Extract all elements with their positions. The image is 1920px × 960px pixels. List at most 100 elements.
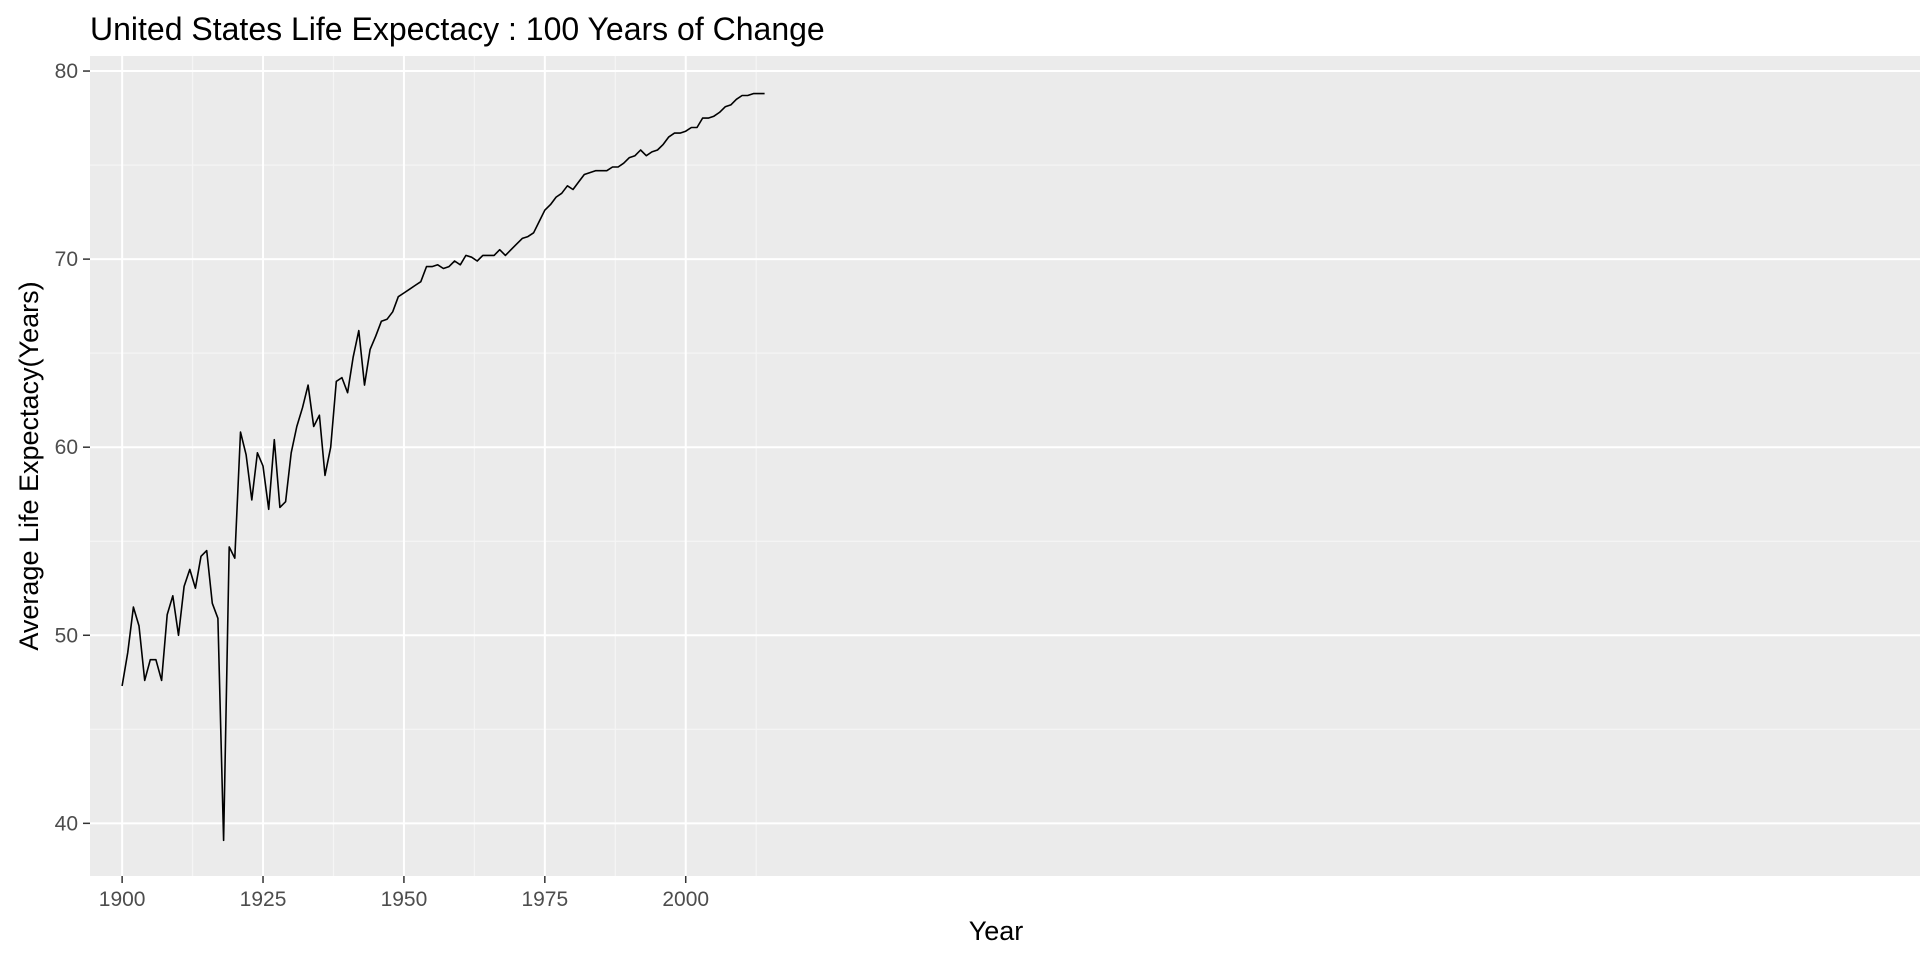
y-tick-label-70: 70 xyxy=(55,248,78,271)
x-tick-label-1900: 1900 xyxy=(99,888,146,911)
x-tick-label-1950: 1950 xyxy=(381,888,428,911)
data-point-2007 xyxy=(724,105,727,108)
data-point-1959 xyxy=(453,260,456,263)
data-point-1945 xyxy=(374,335,377,338)
data-point-1926 xyxy=(267,508,270,511)
data-point-1976 xyxy=(549,203,552,206)
data-point-1948 xyxy=(391,310,394,313)
data-point-1972 xyxy=(526,235,529,238)
data-point-2011 xyxy=(746,94,749,97)
data-point-1960 xyxy=(459,263,462,266)
data-point-1900 xyxy=(121,685,124,688)
data-point-1998 xyxy=(673,132,676,135)
data-point-2012 xyxy=(752,92,755,95)
data-point-1938 xyxy=(335,380,338,383)
data-point-1936 xyxy=(324,474,327,477)
data-point-1980 xyxy=(572,188,575,191)
data-point-1967 xyxy=(498,248,501,251)
data-point-1905 xyxy=(149,658,152,661)
y-axis-title: Average Life Expectacy(Years) xyxy=(14,281,44,650)
data-point-1954 xyxy=(425,265,428,268)
chart-title: United States Life Expectacy : 100 Years… xyxy=(90,11,825,47)
data-point-2001 xyxy=(690,126,693,129)
data-point-1921 xyxy=(239,431,242,434)
data-point-1991 xyxy=(634,154,637,157)
data-point-1911 xyxy=(183,585,186,588)
data-point-1956 xyxy=(436,263,439,266)
data-point-2008 xyxy=(729,103,732,106)
data-point-1919 xyxy=(228,545,231,548)
data-point-2002 xyxy=(696,126,699,129)
data-point-1916 xyxy=(211,602,214,605)
data-point-1933 xyxy=(307,384,310,387)
data-point-1978 xyxy=(560,192,563,195)
data-point-1947 xyxy=(386,318,389,321)
data-point-1988 xyxy=(617,166,620,169)
data-point-1939 xyxy=(340,376,343,379)
data-point-1941 xyxy=(352,355,355,358)
data-point-1949 xyxy=(397,295,400,298)
data-point-1964 xyxy=(481,254,484,257)
y-tick-label-40: 40 xyxy=(55,812,78,835)
data-point-1929 xyxy=(284,500,287,503)
minor-gridlines xyxy=(90,56,1920,876)
data-point-1994 xyxy=(650,150,653,153)
data-point-1969 xyxy=(510,248,513,251)
data-point-1931 xyxy=(295,425,298,428)
data-point-1923 xyxy=(250,498,253,501)
data-point-1913 xyxy=(194,587,197,590)
data-point-2010 xyxy=(741,94,744,97)
data-point-1987 xyxy=(611,166,614,169)
data-point-1968 xyxy=(504,254,507,257)
data-point-1963 xyxy=(476,260,479,263)
data-point-2004 xyxy=(707,117,710,120)
x-axis-ticks: 1900 1925 1950 1975 2000 xyxy=(99,876,709,911)
data-point-1953 xyxy=(419,280,422,283)
data-point-1924 xyxy=(256,451,259,454)
data-point-1940 xyxy=(346,391,349,394)
data-point-2014 xyxy=(763,92,766,95)
data-point-1962 xyxy=(470,256,473,259)
series-line-life-expectancy xyxy=(121,92,765,842)
x-tick-label-1925: 1925 xyxy=(240,888,287,911)
data-point-1902 xyxy=(132,606,135,609)
data-point-1973 xyxy=(532,231,535,234)
data-point-1983 xyxy=(588,171,591,174)
data-point-1981 xyxy=(577,181,580,184)
data-point-1906 xyxy=(154,658,157,661)
data-point-1985 xyxy=(600,169,603,172)
data-point-1915 xyxy=(205,549,208,552)
data-point-1993 xyxy=(645,154,648,157)
y-axis-ticks: 40 50 60 70 80 xyxy=(55,60,90,835)
data-point-1950 xyxy=(402,292,405,295)
data-point-1901 xyxy=(126,651,129,654)
data-point-1955 xyxy=(431,265,434,268)
data-point-1932 xyxy=(301,406,304,409)
data-point-1957 xyxy=(442,267,445,270)
data-point-1909 xyxy=(171,594,174,597)
data-point-1930 xyxy=(290,451,293,454)
data-point-1922 xyxy=(245,453,248,456)
data-point-1970 xyxy=(515,243,518,246)
data-point-1958 xyxy=(448,265,451,268)
data-point-1975 xyxy=(543,209,546,212)
data-point-1986 xyxy=(605,169,608,172)
data-point-1935 xyxy=(318,414,321,417)
data-point-1971 xyxy=(521,237,524,240)
data-point-1944 xyxy=(369,348,372,351)
data-point-1952 xyxy=(414,284,417,287)
data-point-1996 xyxy=(662,143,665,146)
data-point-1943 xyxy=(363,384,366,387)
data-point-2005 xyxy=(712,115,715,118)
x-tick-label-2000: 2000 xyxy=(662,888,709,911)
data-point-2013 xyxy=(758,92,761,95)
data-point-1903 xyxy=(138,624,141,627)
data-point-1904 xyxy=(143,679,146,682)
data-point-1982 xyxy=(583,173,586,176)
data-point-1984 xyxy=(594,169,597,172)
x-tick-label-1975: 1975 xyxy=(521,888,568,911)
data-point-1999 xyxy=(679,132,682,135)
data-point-1927 xyxy=(273,438,276,441)
